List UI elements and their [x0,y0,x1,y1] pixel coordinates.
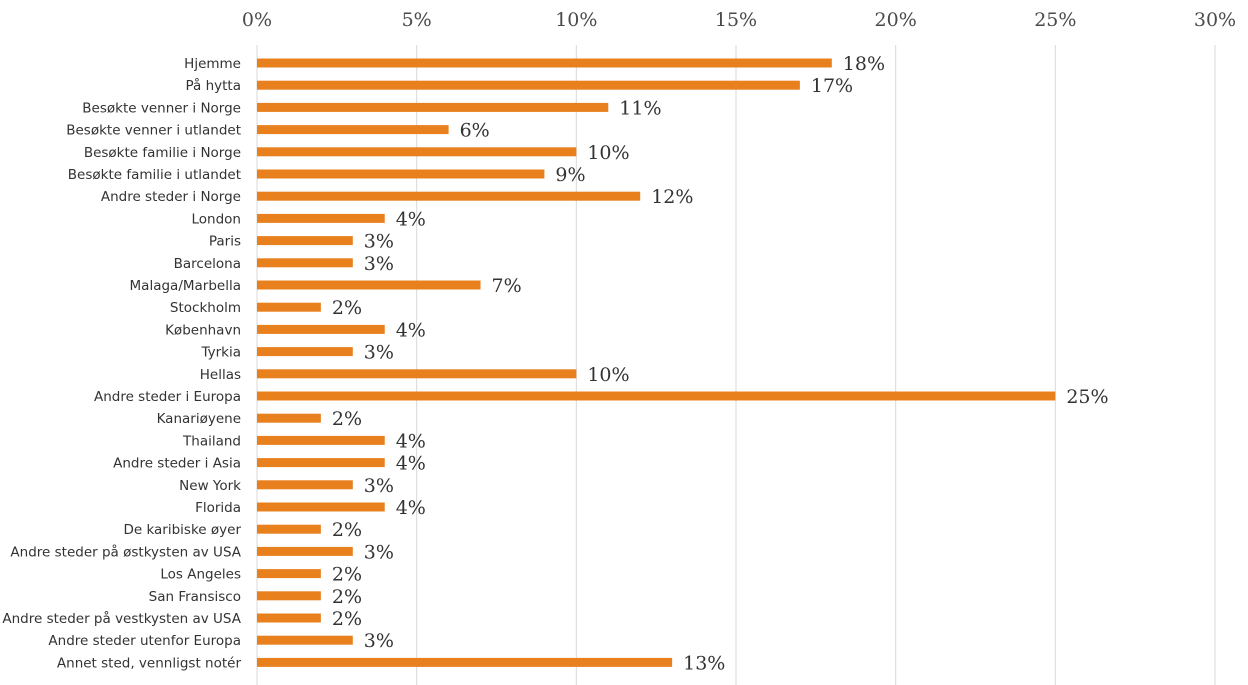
bar [257,435,385,445]
x-tick-label: 30% [1194,9,1236,31]
category-label: Florida [195,500,241,516]
bar [257,280,481,290]
value-label: 2% [332,586,362,608]
value-label: 2% [332,608,362,630]
value-label: 6% [460,120,490,142]
bar [257,458,385,468]
value-label: 4% [396,497,426,519]
value-label: 17% [811,75,853,97]
x-tick-label: 25% [1034,9,1076,31]
category-label: Besøkte venner i utlandet [66,123,241,139]
value-label: 7% [492,275,522,297]
category-label: Barcelona [174,256,241,272]
value-label: 3% [364,541,394,563]
category-label: Stockholm [170,300,241,316]
category-label: London [192,211,242,227]
category-label: Hellas [200,367,241,383]
bar [257,502,385,512]
category-label: Thailand [182,433,241,449]
value-label: 4% [396,208,426,230]
bar [257,613,321,623]
category-label: Andre steder på vestkysten av USA [2,610,241,627]
value-label: 12% [651,186,693,208]
value-label: 2% [332,297,362,319]
bar [257,369,577,379]
bar [257,102,609,112]
bar [257,546,353,556]
value-label: 2% [332,408,362,430]
category-label: På hytta [185,77,241,94]
category-label: Besøkte familie i utlandet [68,167,241,183]
bar [257,657,673,667]
bar [257,413,321,423]
value-labels: 18%17%11%6%10%9%12%4%3%3%7%2%4%3%10%25%2… [332,53,1109,674]
bar [257,569,321,579]
x-tick-label: 15% [715,9,757,31]
value-label: 2% [332,519,362,541]
category-label: Malaga/Marbella [130,278,241,294]
bar [257,236,353,246]
bar [257,324,385,334]
x-axis-ticks: 0% 5% 10% 15% 20% 25% 30% [242,9,1236,31]
category-label: Andre steder i Norge [101,189,241,205]
bar [257,302,321,312]
value-label: 2% [332,564,362,586]
x-tick-label: 5% [402,9,432,31]
bar [257,635,353,645]
value-label: 3% [364,630,394,652]
value-label: 10% [587,142,629,164]
bar [257,391,1056,401]
value-label: 3% [364,231,394,253]
value-label: 13% [683,652,725,674]
category-label: Andre steder på østkysten av USA [10,543,241,560]
bar [257,80,800,90]
category-label: De karibiske øyer [123,522,241,538]
category-label: Los Angeles [160,567,241,583]
bar [257,524,321,534]
bars [257,58,1056,667]
category-label: Besøkte familie i Norge [84,145,241,161]
value-label: 9% [555,164,585,186]
value-label: 4% [396,430,426,452]
x-tick-label: 0% [242,9,272,31]
category-label: Besøkte venner i Norge [82,100,241,116]
bar [257,591,321,601]
grid-layer [256,45,1216,685]
bar [257,213,385,223]
bar [257,347,353,357]
category-label: San Fransisco [149,589,241,605]
category-label: København [165,322,241,338]
x-tick-label: 20% [875,9,917,31]
value-label: 25% [1066,386,1108,408]
value-label: 10% [587,364,629,386]
value-label: 18% [843,53,885,75]
value-label: 3% [364,475,394,497]
value-label: 4% [396,319,426,341]
bar [257,125,449,135]
value-label: 4% [396,453,426,475]
category-labels: Hjemme På hytta Besøkte venner i Norge Besø… [2,56,241,671]
category-label: Andre steder i Asia [113,456,241,472]
category-label: Kanariøyene [157,411,241,427]
bar [257,147,577,157]
category-label: Andre steder utenfor Europa [48,633,241,649]
category-label: Annet sted, vennligst notér [57,655,242,671]
bar [257,258,353,268]
category-label: Hjemme [184,56,241,72]
category-label: New York [179,478,241,494]
value-label: 3% [364,342,394,364]
x-tick-label: 10% [555,9,597,31]
value-label: 11% [619,97,661,119]
bar [257,191,641,201]
category-label: Andre steder i Europa [94,389,241,405]
value-label: 3% [364,253,394,275]
category-label: Tyrkia [200,345,241,361]
bar [257,480,353,490]
bar [257,58,832,68]
bar [257,169,545,179]
category-label: Paris [209,234,241,250]
